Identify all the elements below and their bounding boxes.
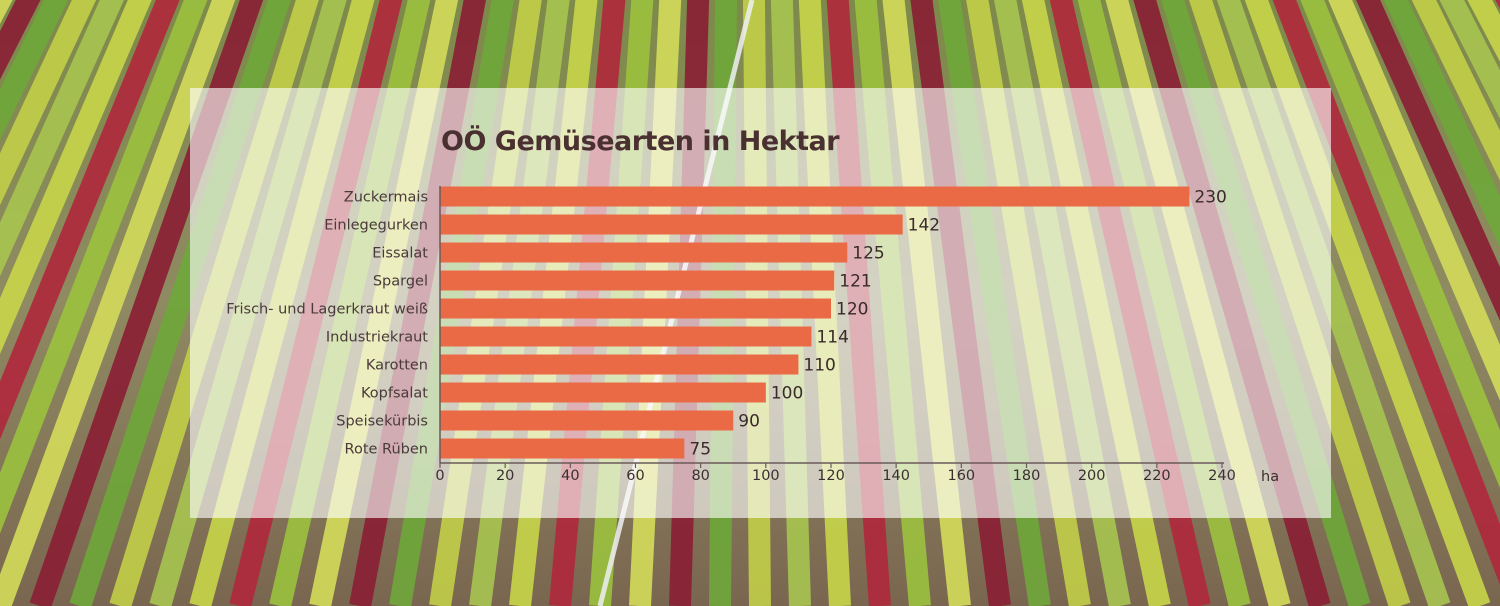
bar-karotten xyxy=(440,354,799,375)
bar-zuckermais xyxy=(440,186,1190,207)
value-label-rote-rueben: 75 xyxy=(689,440,711,460)
value-label-frisch-und-lagerkraut-weiss: 120 xyxy=(836,300,868,320)
bar-einlegegurken xyxy=(440,214,903,235)
value-label-speisekuerbis: 90 xyxy=(738,412,760,432)
x-tick-label-160: 160 xyxy=(947,468,975,484)
category-label-speisekuerbis: Speisekürbis xyxy=(336,414,428,430)
chart-title: OÖ Gemüsearten in Hektar xyxy=(441,126,840,157)
x-tick-label-240: 240 xyxy=(1208,468,1236,484)
x-tick-label-40: 40 xyxy=(561,468,579,484)
x-tick-label-220: 220 xyxy=(1143,468,1171,484)
value-label-zuckermais: 230 xyxy=(1194,188,1226,208)
category-label-zuckermais: Zuckermais xyxy=(344,190,428,206)
x-tick-label-140: 140 xyxy=(882,468,910,484)
x-tick-label-180: 180 xyxy=(1013,468,1041,484)
value-label-industriekraut: 114 xyxy=(816,328,848,348)
x-tick-label-20: 20 xyxy=(496,468,514,484)
x-tick-label-100: 100 xyxy=(752,468,780,484)
value-label-karotten: 110 xyxy=(803,356,835,376)
category-label-industriekraut: Industriekraut xyxy=(326,330,428,346)
x-axis-unit-label: ha xyxy=(1261,469,1279,485)
category-label-kopfsalat: Kopfsalat xyxy=(361,386,428,402)
x-tick-label-60: 60 xyxy=(626,468,644,484)
x-tick-label-80: 80 xyxy=(691,468,709,484)
value-label-eissalat: 125 xyxy=(852,244,884,264)
bar-rote-rueben xyxy=(440,438,685,459)
bar-industriekraut xyxy=(440,326,812,347)
value-label-kopfsalat: 100 xyxy=(771,384,803,404)
category-label-spargel: Spargel xyxy=(373,274,428,290)
x-tick-label-0: 0 xyxy=(435,468,444,484)
x-tick-label-200: 200 xyxy=(1078,468,1106,484)
bar-eissalat xyxy=(440,242,848,263)
bar-speisekuerbis xyxy=(440,410,734,431)
category-label-rote-rueben: Rote Rüben xyxy=(345,442,428,458)
value-label-einlegegurken: 142 xyxy=(908,216,940,236)
value-label-spargel: 121 xyxy=(839,272,871,292)
bar-frisch-und-lagerkraut-weiss xyxy=(440,298,831,319)
category-label-frisch-und-lagerkraut-weiss: Frisch- und Lagerkraut weiß xyxy=(226,302,428,318)
category-label-einlegegurken: Einlegegurken xyxy=(324,218,428,234)
bar-kopfsalat xyxy=(440,382,766,403)
category-label-eissalat: Eissalat xyxy=(372,246,428,262)
x-tick-label-120: 120 xyxy=(817,468,845,484)
category-label-karotten: Karotten xyxy=(366,358,428,374)
bar-spargel xyxy=(440,270,835,291)
